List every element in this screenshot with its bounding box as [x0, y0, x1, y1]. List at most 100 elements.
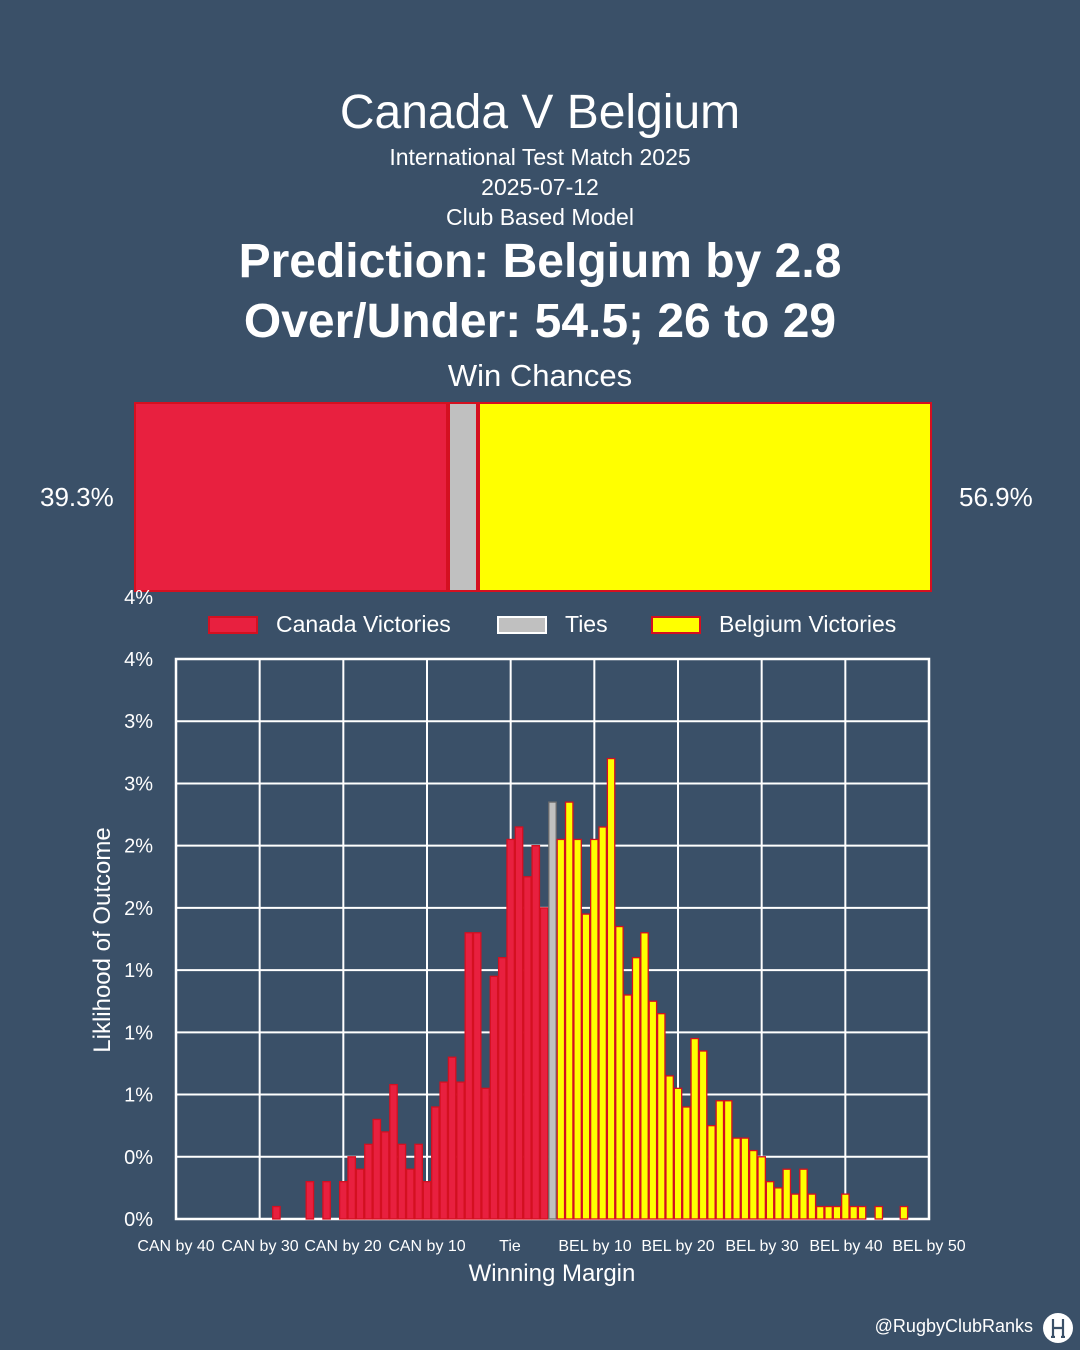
bar — [355, 1168, 365, 1220]
y-tick-label: 2% — [124, 836, 153, 858]
bar — [824, 1205, 833, 1220]
bar — [347, 1156, 357, 1220]
bar — [790, 1193, 800, 1220]
bar — [723, 1100, 733, 1220]
bar — [322, 1181, 331, 1220]
bar — [732, 1137, 741, 1220]
bar — [748, 1149, 758, 1220]
bar — [832, 1205, 842, 1220]
bar — [481, 1087, 490, 1220]
bar — [598, 826, 608, 1220]
x-tick-label: BEL by 20 — [641, 1238, 714, 1255]
bar — [623, 994, 633, 1220]
twitter-handle: @RugbyClubRanks — [874, 1316, 1033, 1336]
legend-label-belgium: Belgium Victories — [719, 611, 897, 637]
bar — [523, 876, 532, 1220]
tie-segment — [447, 402, 478, 592]
belgium-win-segment — [477, 402, 932, 592]
bar — [456, 1081, 465, 1220]
bar — [740, 1137, 750, 1220]
bar — [405, 1168, 415, 1220]
y-tick-label: 0% — [124, 1147, 153, 1169]
legend-item-ties: Ties — [497, 611, 608, 638]
bar — [765, 1181, 775, 1220]
bar — [857, 1205, 867, 1220]
model-name: Club Based Model — [446, 204, 634, 230]
bar — [472, 932, 482, 1220]
legend-item-canada: Canada Victories — [208, 611, 451, 638]
x-tick-label: Tie — [499, 1238, 521, 1255]
bar — [497, 957, 507, 1220]
bar — [606, 757, 616, 1220]
y-axis-label: Liklihood of Outcome — [89, 827, 116, 1052]
bar — [272, 1205, 281, 1220]
ties-swatch — [497, 615, 547, 634]
brand-logo-icon — [1043, 1313, 1073, 1343]
x-tick-label: CAN by 20 — [304, 1238, 381, 1255]
x-tick-label: BEL by 30 — [725, 1238, 798, 1255]
bar — [640, 932, 649, 1220]
header: Canada V Belgium International Test Matc… — [0, 84, 1080, 396]
legend-item-belgium: Belgium Victories — [651, 611, 896, 638]
bar — [397, 1143, 407, 1220]
bar — [899, 1205, 909, 1220]
x-tick-label: CAN by 40 — [137, 1238, 214, 1255]
over-under-headline: Over/Under: 54.5; 26 to 29 — [243, 295, 837, 348]
bar — [447, 1056, 457, 1220]
canada-win-segment — [134, 402, 448, 592]
bar — [548, 801, 557, 1220]
competition-name: International Test Match 2025 — [389, 144, 691, 170]
x-tick-label: BEL by 10 — [558, 1238, 631, 1255]
bar — [774, 1187, 783, 1220]
bar — [489, 975, 499, 1220]
bar — [656, 1013, 666, 1220]
y-tick-label: 1% — [124, 960, 153, 982]
canada-win-percentage: 39.3% — [40, 482, 114, 512]
bar — [815, 1205, 825, 1220]
win-chances-label: Win Chances — [447, 358, 633, 393]
x-axis-label: Winning Margin — [469, 1260, 636, 1287]
x-tick-label: CAN by 10 — [388, 1238, 465, 1255]
bar — [849, 1205, 859, 1220]
bar — [807, 1193, 817, 1220]
bar — [757, 1156, 767, 1220]
bar — [573, 838, 582, 1220]
x-tick-label: BEL by 50 — [892, 1238, 965, 1255]
bar — [682, 1106, 691, 1220]
match-title: Canada V Belgium — [339, 86, 741, 139]
y-tick-label: 1% — [124, 1022, 153, 1044]
belgium-win-percentage: 56.9% — [959, 482, 1033, 512]
bar — [338, 1181, 348, 1220]
bar — [707, 1125, 716, 1220]
x-tick-label: CAN by 30 — [221, 1238, 298, 1255]
belgium-swatch — [651, 615, 701, 634]
y-tick-label: 4% — [124, 587, 153, 609]
y-tick-label: 0% — [124, 1209, 153, 1231]
bar — [422, 1181, 432, 1220]
bar — [690, 1037, 700, 1220]
bar — [698, 1050, 708, 1220]
y-tick-label: 2% — [124, 898, 153, 920]
match-date: 2025-07-12 — [481, 174, 599, 200]
bar — [673, 1087, 683, 1220]
win-chances-bar — [134, 402, 932, 592]
bar — [841, 1193, 850, 1220]
bar — [799, 1168, 808, 1220]
legend-label-canada: Canada Victories — [276, 611, 451, 637]
bar — [581, 913, 591, 1220]
bar — [372, 1118, 382, 1220]
bar — [464, 932, 474, 1220]
bar — [631, 957, 641, 1220]
bar — [590, 838, 599, 1220]
bar — [715, 1100, 725, 1220]
bar — [439, 1081, 449, 1220]
bar — [539, 907, 549, 1220]
bar — [665, 1075, 674, 1220]
bar — [506, 838, 516, 1220]
bar — [874, 1205, 884, 1220]
bar — [514, 826, 524, 1220]
bar — [431, 1106, 440, 1220]
bar — [556, 838, 566, 1220]
bar — [414, 1143, 423, 1220]
